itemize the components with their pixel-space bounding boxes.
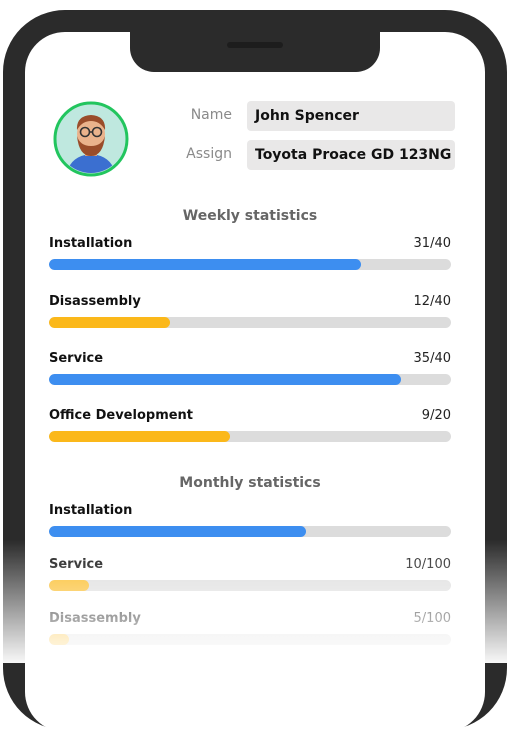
progress-track — [49, 259, 451, 270]
progress-fill — [49, 580, 90, 591]
notch — [130, 28, 380, 72]
speaker — [227, 42, 283, 48]
progress-fill — [49, 526, 307, 537]
stat-value: 12/40 — [413, 294, 451, 309]
stat-name: Disassembly — [49, 611, 141, 626]
stat-value: 9/20 — [421, 408, 451, 423]
stat-name: Installation — [49, 236, 133, 251]
assign-label: Assign — [186, 146, 232, 162]
page: Name John Spencer Assign Toyota Proace G… — [0, 10, 510, 730]
stat-name: Service — [49, 557, 104, 572]
progress-track — [49, 580, 451, 591]
stat-name: Installation — [49, 503, 133, 518]
stat-value: 31/40 — [413, 236, 451, 251]
stat-name: Service — [49, 351, 104, 366]
progress-track — [49, 374, 451, 385]
stat-name: Disassembly — [49, 294, 141, 309]
progress-track — [49, 526, 451, 537]
name-label: Name — [190, 107, 232, 123]
progress-track — [49, 634, 451, 645]
stat-value: 35/40 — [413, 351, 451, 366]
avatar — [53, 101, 129, 177]
stat-value: 10/100 — [405, 557, 451, 572]
progress-fill — [49, 259, 361, 270]
progress-track — [49, 317, 451, 328]
stat-name: Office Development — [49, 408, 194, 423]
section-title: Monthly statistics — [179, 475, 321, 491]
progress-fill — [49, 634, 70, 645]
section-title: Weekly statistics — [182, 208, 318, 224]
progress-fill — [49, 374, 401, 385]
progress-fill — [49, 317, 170, 328]
progress-fill — [49, 431, 230, 442]
stat-value: 5/100 — [413, 611, 451, 626]
progress-track — [49, 431, 451, 442]
assign-field: Toyota Proace GD 123NG — [247, 140, 455, 170]
name-field: John Spencer — [247, 101, 455, 131]
